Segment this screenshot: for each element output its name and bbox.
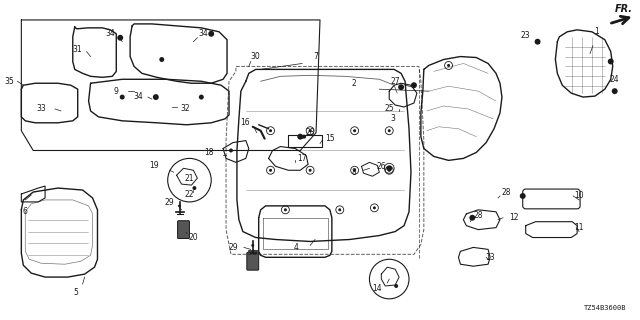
Text: 17: 17 — [298, 154, 307, 163]
Circle shape — [339, 209, 340, 211]
Text: 3: 3 — [391, 114, 396, 123]
Text: 12: 12 — [509, 213, 518, 222]
Circle shape — [354, 169, 356, 171]
Text: 24: 24 — [610, 75, 620, 84]
Text: 11: 11 — [574, 223, 584, 232]
Circle shape — [297, 134, 303, 140]
Circle shape — [208, 31, 214, 37]
Text: 2: 2 — [351, 79, 356, 88]
Circle shape — [284, 209, 286, 211]
Circle shape — [388, 167, 390, 169]
Text: FR.: FR. — [614, 4, 633, 14]
Text: 32: 32 — [180, 104, 190, 114]
Circle shape — [159, 57, 164, 62]
Text: 9: 9 — [114, 87, 118, 96]
Text: 26: 26 — [376, 162, 386, 171]
Circle shape — [269, 169, 271, 171]
Circle shape — [193, 186, 196, 190]
Text: 35: 35 — [4, 77, 14, 86]
Text: 29: 29 — [165, 198, 175, 207]
Text: 25: 25 — [385, 104, 394, 114]
Text: 15: 15 — [325, 134, 335, 143]
FancyBboxPatch shape — [247, 252, 259, 270]
Text: 23: 23 — [521, 31, 531, 40]
Text: 29: 29 — [228, 243, 238, 252]
Circle shape — [388, 169, 390, 171]
Circle shape — [394, 284, 398, 288]
Circle shape — [534, 39, 541, 45]
Circle shape — [354, 130, 356, 132]
Text: 18: 18 — [205, 148, 214, 157]
Text: 34: 34 — [198, 29, 208, 38]
Text: 34: 34 — [106, 29, 115, 38]
Text: 22: 22 — [185, 190, 194, 199]
Circle shape — [120, 95, 125, 100]
Text: TZ54B3600B: TZ54B3600B — [584, 305, 627, 311]
Text: 5: 5 — [74, 288, 78, 297]
Text: 27: 27 — [390, 77, 400, 86]
Text: 7: 7 — [314, 52, 319, 61]
Circle shape — [388, 130, 390, 132]
Circle shape — [199, 95, 204, 100]
FancyBboxPatch shape — [177, 221, 189, 238]
Circle shape — [612, 88, 618, 94]
Text: 6: 6 — [23, 207, 28, 216]
Text: 8: 8 — [351, 168, 356, 177]
Text: 13: 13 — [485, 253, 495, 262]
Text: 33: 33 — [36, 104, 46, 114]
Circle shape — [608, 59, 614, 64]
Circle shape — [469, 215, 476, 221]
Text: 28: 28 — [305, 128, 315, 137]
Circle shape — [178, 204, 181, 207]
Text: 16: 16 — [240, 118, 250, 127]
Text: 31: 31 — [72, 45, 81, 54]
Circle shape — [387, 165, 392, 171]
Circle shape — [302, 135, 306, 139]
Text: 28: 28 — [501, 188, 511, 196]
Text: 28: 28 — [474, 211, 483, 220]
Text: 19: 19 — [149, 161, 159, 170]
Text: 21: 21 — [185, 174, 194, 183]
Text: 34: 34 — [133, 92, 143, 100]
Circle shape — [373, 207, 376, 209]
Circle shape — [252, 244, 254, 247]
Circle shape — [447, 64, 449, 67]
Circle shape — [269, 130, 271, 132]
Circle shape — [520, 193, 525, 199]
Circle shape — [309, 130, 311, 132]
Text: 30: 30 — [251, 52, 260, 61]
Text: 10: 10 — [574, 191, 584, 201]
Circle shape — [117, 35, 124, 41]
Circle shape — [153, 94, 159, 100]
Text: 4: 4 — [294, 243, 299, 252]
Text: 14: 14 — [372, 284, 382, 293]
Text: 1: 1 — [595, 27, 599, 36]
Text: 20: 20 — [189, 233, 198, 242]
Circle shape — [411, 82, 417, 88]
Circle shape — [398, 84, 404, 90]
Circle shape — [229, 148, 233, 152]
Circle shape — [309, 169, 311, 171]
